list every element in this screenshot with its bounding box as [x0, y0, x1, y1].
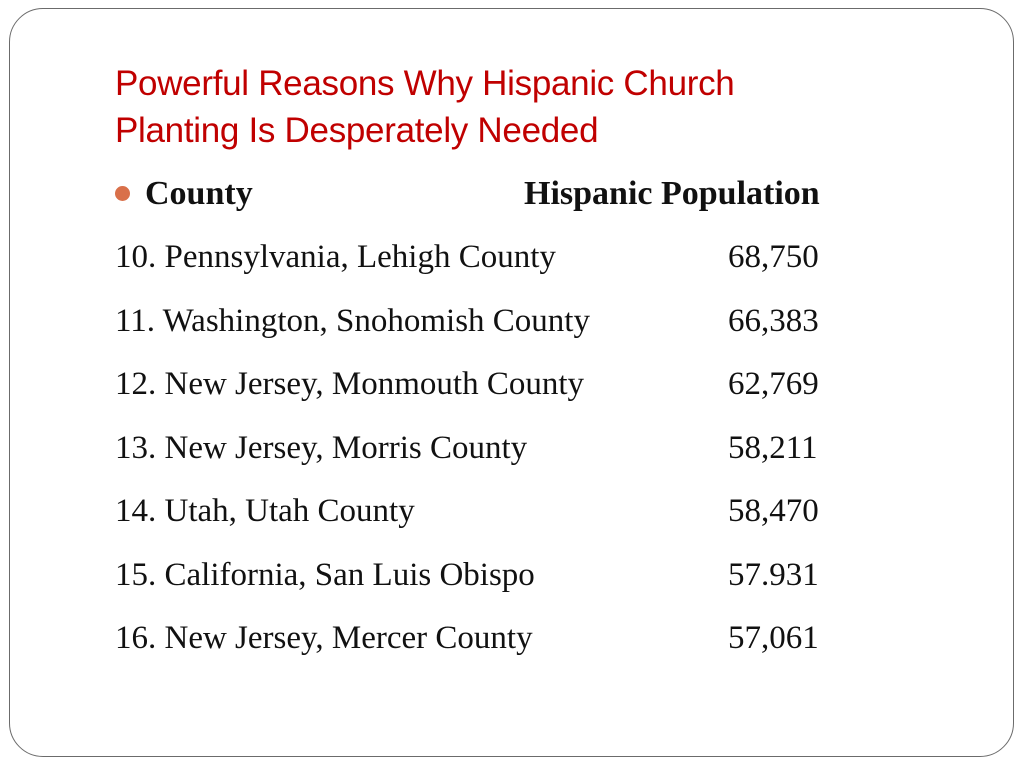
row-county: 10. Pennsylvania, Lehigh County [115, 239, 556, 275]
table-row: 11. Washington, Snohomish County 66,383 [115, 290, 935, 354]
slide-title-line-1: Powerful Reasons Why Hispanic Church [115, 64, 735, 103]
table-row: 14. Utah, Utah County 58,470 [115, 480, 935, 544]
row-county: 11. Washington, Snohomish County [115, 302, 590, 339]
row-county: 13. New Jersey, Morris County [115, 429, 528, 466]
row-county: 15. California, San Luis Obispo [115, 556, 535, 593]
county-list: 10. Pennsylvania, Lehigh County 68,750 1… [115, 226, 935, 671]
row-county: 14. Utah, Utah County [115, 493, 415, 529]
bullet-icon [115, 186, 130, 201]
slide-title: Powerful Reasons Why Hispanic Church Pla… [115, 60, 935, 154]
row-population: 57,061 [728, 620, 819, 656]
row-population: 58,211 [728, 429, 818, 466]
row-county: 16. New Jersey, Mercer County [115, 620, 533, 656]
table-row: 12. New Jersey, Monmouth County 62,769 [115, 353, 935, 417]
row-county: 12. New Jersey, Monmouth County [115, 366, 584, 402]
row-population: 62,769 [728, 366, 819, 402]
table-row: 15. California, San Luis Obispo 57.931 [115, 544, 935, 608]
table-header: County Hispanic Population [115, 171, 935, 217]
header-county: County [145, 175, 253, 212]
table-row: 10. Pennsylvania, Lehigh County 68,750 [115, 226, 935, 290]
slide-frame [9, 8, 1014, 757]
row-population: 57.931 [728, 556, 819, 593]
row-population: 66,383 [728, 302, 819, 339]
table-row: 13. New Jersey, Morris County 58,211 [115, 417, 935, 481]
row-population: 58,470 [728, 493, 819, 529]
row-population: 68,750 [728, 239, 819, 275]
table-row: 16. New Jersey, Mercer County 57,061 [115, 607, 935, 671]
header-population: Hispanic Population [524, 175, 820, 212]
slide-title-line-2: Planting Is Desperately Needed [115, 111, 599, 150]
